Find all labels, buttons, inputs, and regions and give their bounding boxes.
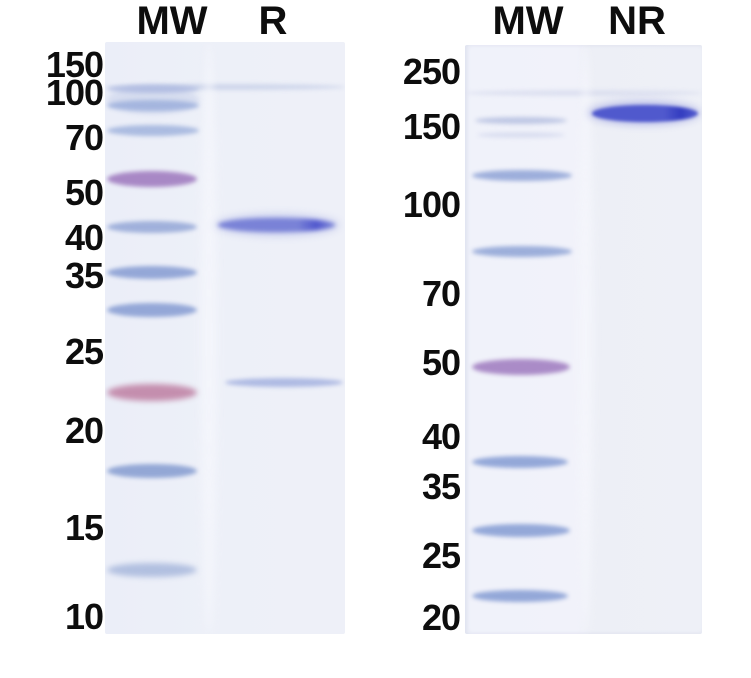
marker-label-250: 250 — [402, 51, 461, 92]
sample-band-50 — [218, 218, 335, 232]
ladder-band-15 — [107, 563, 197, 577]
lane-header-mw: MW — [492, 0, 564, 43]
marker-label-40: 40 — [421, 416, 461, 457]
ladder-band-250 — [475, 116, 567, 124]
marker-label-25: 25 — [421, 535, 461, 576]
ladder-band-150 — [472, 169, 572, 181]
ladder-band-35 — [107, 303, 197, 317]
marker-label-70: 70 — [64, 117, 104, 158]
gel-image — [465, 45, 702, 634]
lane-header-nonreduced: NR — [608, 0, 666, 43]
ladder-band-faint — [477, 132, 565, 138]
marker-label-35: 35 — [64, 255, 104, 296]
ladder-band-upper — [107, 85, 199, 93]
marker-label-10: 10 — [64, 596, 104, 637]
ladder-band-40 — [472, 456, 568, 468]
sample-band-250 — [592, 104, 698, 122]
marker-label-column: 250 150 100 70 50 40 35 25 20 — [378, 0, 461, 678]
gel-image — [105, 42, 345, 634]
marker-label-35: 35 — [421, 466, 461, 507]
marker-label-50: 50 — [64, 172, 104, 213]
marker-label-100: 100 — [45, 72, 104, 113]
lane-header-mw: MW — [136, 0, 208, 43]
ladder-band-25 — [472, 590, 568, 602]
lane-divider — [579, 45, 593, 634]
ladder-band-25 — [107, 383, 197, 401]
marker-label-40: 40 — [64, 217, 104, 258]
lane-divider — [201, 42, 217, 634]
marker-label-150: 150 — [45, 44, 104, 85]
ladder-band-35 — [472, 523, 570, 537]
marker-label-150: 150 — [402, 106, 461, 147]
ladder-band-50 — [107, 221, 197, 233]
marker-label-20: 20 — [64, 410, 104, 451]
marker-label-70: 70 — [421, 273, 461, 314]
gel-top-edge — [105, 84, 345, 90]
ladder-band-100 — [107, 124, 199, 136]
lane-header-reduced: R — [258, 0, 288, 43]
sample-band-25 — [225, 377, 343, 387]
marker-label-column: 150 100 70 50 40 35 25 20 15 10 — [15, 0, 104, 678]
ladder-band-40 — [107, 265, 197, 279]
ladder-band-100 — [472, 245, 572, 257]
ladder-band-70 — [472, 359, 570, 375]
marker-label-15: 15 — [64, 507, 104, 548]
ladder-band-70 — [107, 171, 197, 187]
marker-label-20: 20 — [421, 597, 461, 638]
marker-label-25: 25 — [64, 331, 104, 372]
ladder-band-150 — [107, 99, 199, 111]
marker-label-100: 100 — [402, 184, 461, 225]
ladder-band-20 — [107, 464, 197, 478]
marker-label-50: 50 — [421, 342, 461, 383]
